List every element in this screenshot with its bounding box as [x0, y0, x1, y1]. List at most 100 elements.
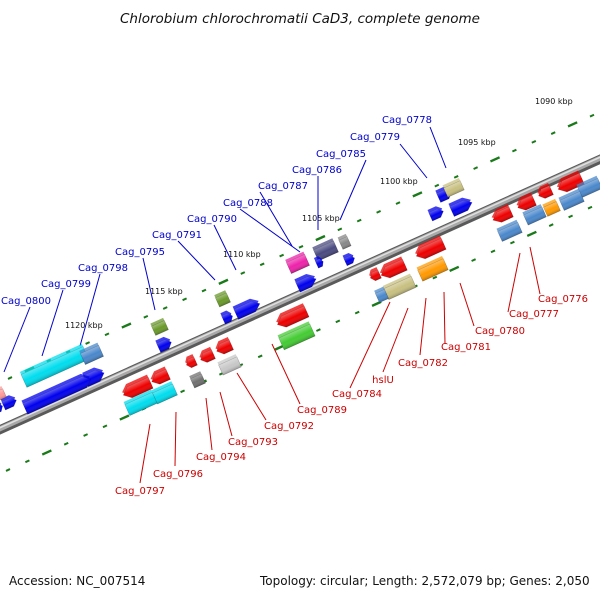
minus-gene-feature: [369, 267, 382, 282]
minor-tick: [5, 468, 11, 472]
plus-gene-feature: [337, 233, 352, 250]
major-tick: [41, 449, 52, 456]
minus-gene-feature: [0, 386, 7, 402]
leader-line: [399, 143, 428, 179]
major-tick: [315, 234, 326, 242]
leader-line: [443, 291, 446, 345]
minor-tick: [104, 332, 110, 337]
minor-tick: [182, 297, 188, 302]
minus-gene-feature: [416, 256, 449, 282]
minor-tick: [434, 183, 440, 188]
plus-gene-feature: [442, 178, 465, 198]
minor-tick: [587, 205, 593, 210]
minus-gene-label: Cag_0780: [475, 326, 525, 337]
major-tick: [567, 121, 578, 128]
plus-gene-label: Cag_0799: [41, 279, 91, 290]
tick-label: 1090 kbp: [535, 97, 573, 106]
minus-gene-feature: [542, 198, 561, 217]
minus-gene-feature: [491, 204, 514, 223]
plus-gene-label: Cag_0785: [316, 149, 366, 160]
plus-gene-label: Cag_0786: [292, 165, 342, 176]
leader-line: [177, 240, 216, 281]
minor-tick: [143, 314, 149, 319]
minor-tick: [257, 354, 263, 359]
plus-gene-feature: [342, 253, 355, 267]
minor-tick: [63, 441, 69, 446]
leader-line: [219, 391, 233, 437]
plus-gene-feature: [214, 290, 231, 308]
minus-gene-label: Cag_0794: [196, 452, 246, 463]
leader-line: [205, 397, 213, 451]
minor-tick: [259, 262, 265, 267]
leader-line: [3, 306, 31, 373]
minus-gene-label: Cag_0793: [228, 437, 278, 448]
minus-gene-feature: [558, 188, 585, 211]
plus-gene-feature: [0, 395, 17, 411]
minor-tick: [356, 218, 362, 223]
minus-gene-label: hslU: [372, 375, 394, 386]
minus-gene-label: Cag_0781: [441, 342, 491, 353]
minus-gene-label: Cag_0792: [264, 421, 314, 432]
leader-line: [41, 289, 64, 357]
leader-line: [419, 297, 427, 356]
minus-gene-label: Cag_0796: [153, 469, 203, 480]
minor-tick: [337, 227, 343, 232]
plus-gene-feature: [220, 310, 233, 325]
minor-tick: [550, 131, 556, 135]
minor-tick: [24, 459, 30, 464]
minor-tick: [531, 140, 537, 144]
plus-gene-feature: [150, 317, 169, 336]
major-tick: [526, 230, 537, 238]
leader-line: [507, 252, 521, 313]
plus-gene-feature: [79, 342, 104, 365]
tick-label: 1105 kbp: [302, 214, 340, 223]
minus-gene-feature: [189, 371, 206, 389]
minus-gene-feature: [150, 366, 171, 385]
leader-line: [349, 301, 391, 389]
leader-line: [139, 423, 151, 484]
plus-gene-label: Cag_0800: [1, 296, 51, 307]
minor-tick: [471, 258, 477, 262]
minus-gene-feature: [123, 389, 158, 417]
leader-line: [174, 411, 177, 467]
minus-gene-label: Cag_0789: [297, 405, 347, 416]
plus-gene-label: Cag_0790: [187, 214, 237, 225]
tick-label: 1115 kbp: [145, 287, 183, 296]
leader-line: [236, 372, 267, 421]
minor-tick: [395, 201, 401, 205]
plus-gene-feature: [232, 298, 261, 320]
plus-gene-feature: [21, 373, 92, 415]
minor-tick: [85, 341, 91, 345]
leader-line: [213, 224, 237, 271]
major-tick: [449, 265, 460, 273]
minus-gene-feature: [374, 286, 390, 304]
minor-tick: [509, 240, 515, 245]
leader-line: [459, 282, 475, 327]
minus-gene-label: Cag_0776: [538, 294, 588, 305]
leader-line: [142, 257, 156, 311]
minor-tick: [354, 310, 360, 315]
map-title: Chlorobium chlorochromatii CaD3, complet…: [120, 11, 480, 27]
minor-tick: [83, 433, 89, 437]
minus-gene-label: Cag_0784: [332, 389, 382, 400]
minus-gene-feature: [215, 336, 234, 355]
major-tick: [119, 414, 130, 421]
minor-tick: [240, 271, 246, 275]
plus-gene-label: Cag_0798: [78, 263, 128, 274]
tick-label: 1100 kbp: [380, 177, 418, 186]
minus-gene-feature: [199, 346, 216, 363]
minus-gene-feature: [185, 354, 198, 369]
tick-labels: 1090 kbp 1095 kbp 1100 kbp 1105 kbp 1110 kbp…: [65, 97, 573, 330]
leader-line: [382, 307, 409, 373]
minus-gene-feature: [415, 235, 447, 260]
minor-tick: [490, 249, 496, 254]
plus-gene-label: Cag_0779: [350, 132, 400, 143]
leader-line: [429, 126, 447, 169]
plus-gene-feature: [155, 336, 172, 353]
minor-tick: [453, 175, 459, 179]
gene-labels: Cag_0778 Cag_0779 Cag_0785 Cag_0786 Cag_0787…: [1, 115, 588, 497]
minor-tick: [315, 328, 321, 332]
tick-label: 1095 kbp: [458, 138, 496, 147]
minor-tick: [548, 223, 554, 227]
leader-line: [339, 159, 367, 221]
